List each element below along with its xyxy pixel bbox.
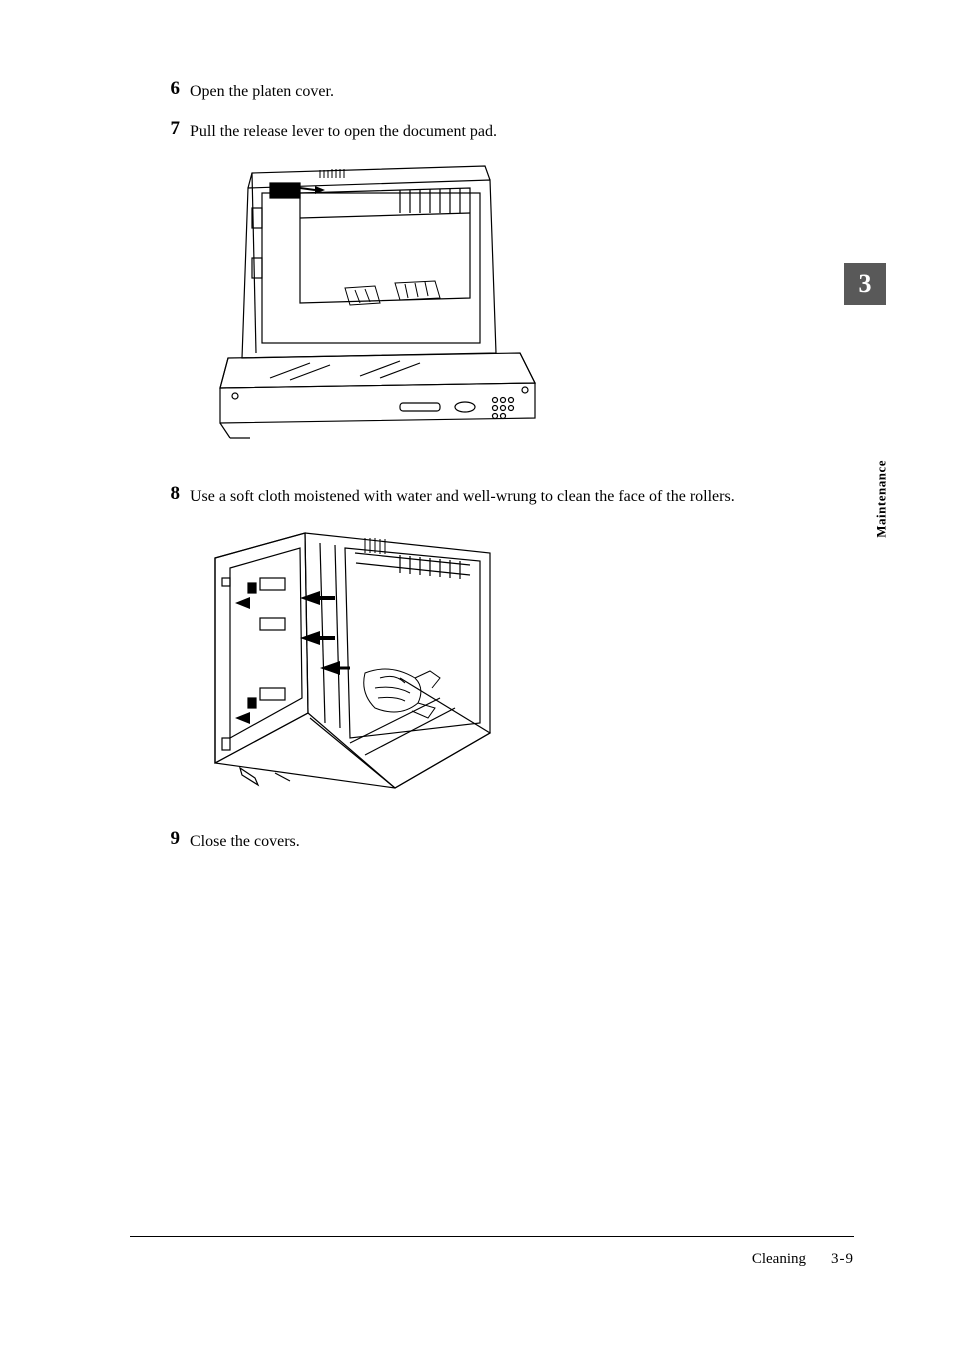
page-footer: Cleaning 3-9 [130, 1236, 854, 1268]
step-text: Use a soft cloth moistened with water an… [190, 483, 735, 509]
footer-section: Cleaning [752, 1251, 806, 1268]
illustration-step8 [200, 523, 800, 803]
step-number: 8 [160, 483, 190, 505]
step-7: 7 Pull the release lever to open the doc… [160, 118, 800, 144]
step-6: 6 Open the platen cover. [160, 78, 800, 104]
step-number: 9 [160, 828, 190, 850]
chapter-tab: 3 [844, 263, 886, 305]
chapter-label: Maintenance [874, 460, 890, 538]
step-text: Open the platen cover. [190, 78, 334, 104]
chapter-number: 3 [859, 269, 872, 299]
step-number: 7 [160, 118, 190, 140]
illustration-step7 [200, 158, 800, 458]
step-8: 8 Use a soft cloth moistened with water … [160, 483, 800, 509]
step-text: Pull the release lever to open the docum… [190, 118, 497, 144]
footer-page-number: 3-9 [831, 1251, 854, 1268]
step-number: 6 [160, 78, 190, 100]
step-9: 9 Close the covers. [160, 828, 800, 854]
step-text: Close the covers. [190, 828, 300, 854]
